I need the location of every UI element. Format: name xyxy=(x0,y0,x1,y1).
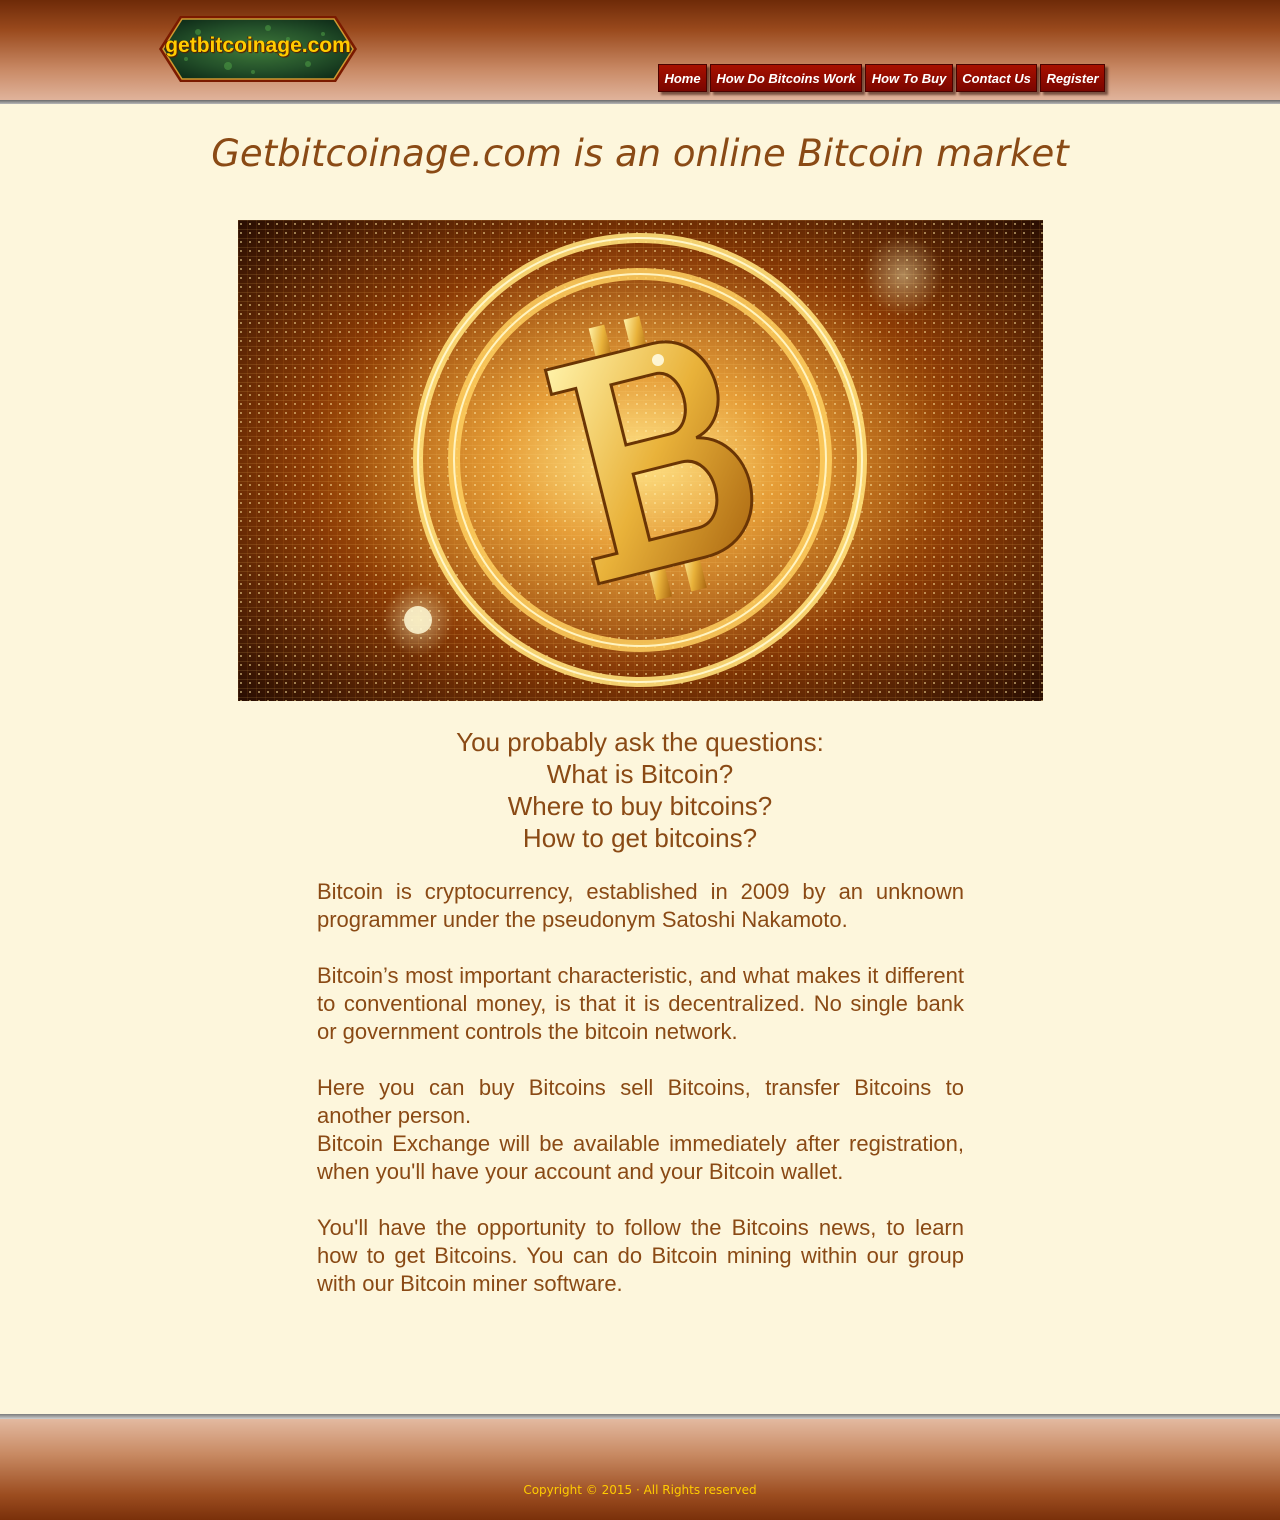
intro-text: Bitcoin is cryptocurrency, established i… xyxy=(317,878,964,1326)
paragraph-exchange: Bitcoin Exchange will be available immed… xyxy=(317,1131,964,1184)
hero-image xyxy=(238,220,1043,701)
header-divider xyxy=(0,100,1280,104)
site-logo[interactable]: getbitcoinage.com xyxy=(158,14,358,84)
page-title: Getbitcoinage.com is an online Bitcoin m… xyxy=(211,132,1069,175)
question-where-to-buy: Where to buy bitcoins? xyxy=(507,791,773,821)
question-how-to-get: How to get bitcoins? xyxy=(522,823,758,853)
nav-register[interactable]: Register xyxy=(1040,64,1105,92)
bitcoin-icon xyxy=(238,220,1043,701)
questions-block: You probably ask the questions: What is … xyxy=(0,726,1280,854)
paragraph-definition: Bitcoin is cryptocurrency, established i… xyxy=(317,879,964,932)
paragraph-decentralized: Bitcoin’s most important characteristic,… xyxy=(317,963,964,1044)
logo-badge xyxy=(159,16,357,82)
nav-home[interactable]: Home xyxy=(658,64,707,92)
footer-divider xyxy=(0,1414,1280,1419)
paragraph-news-mining: You'll have the opportunity to follow th… xyxy=(317,1215,964,1296)
questions-intro: You probably ask the questions: xyxy=(456,727,824,757)
nav-how-to-buy[interactable]: How To Buy xyxy=(865,64,953,92)
main-nav: Home How Do Bitcoins Work How To Buy Con… xyxy=(658,64,1105,92)
question-what-is-bitcoin: What is Bitcoin? xyxy=(546,759,734,789)
logo-text: getbitcoinage.com xyxy=(165,34,351,57)
site-footer xyxy=(0,1419,1280,1520)
paragraph-buy-sell: Here you can buy Bitcoins sell Bitcoins,… xyxy=(317,1075,964,1128)
copyright-text: Copyright © 2015 · All Rights reserved xyxy=(523,1483,757,1497)
nav-contact-us[interactable]: Contact Us xyxy=(956,64,1037,92)
nav-how-do-bitcoins-work[interactable]: How Do Bitcoins Work xyxy=(710,64,862,92)
site-header: getbitcoinage.com Home How Do Bitcoins W… xyxy=(0,0,1280,100)
